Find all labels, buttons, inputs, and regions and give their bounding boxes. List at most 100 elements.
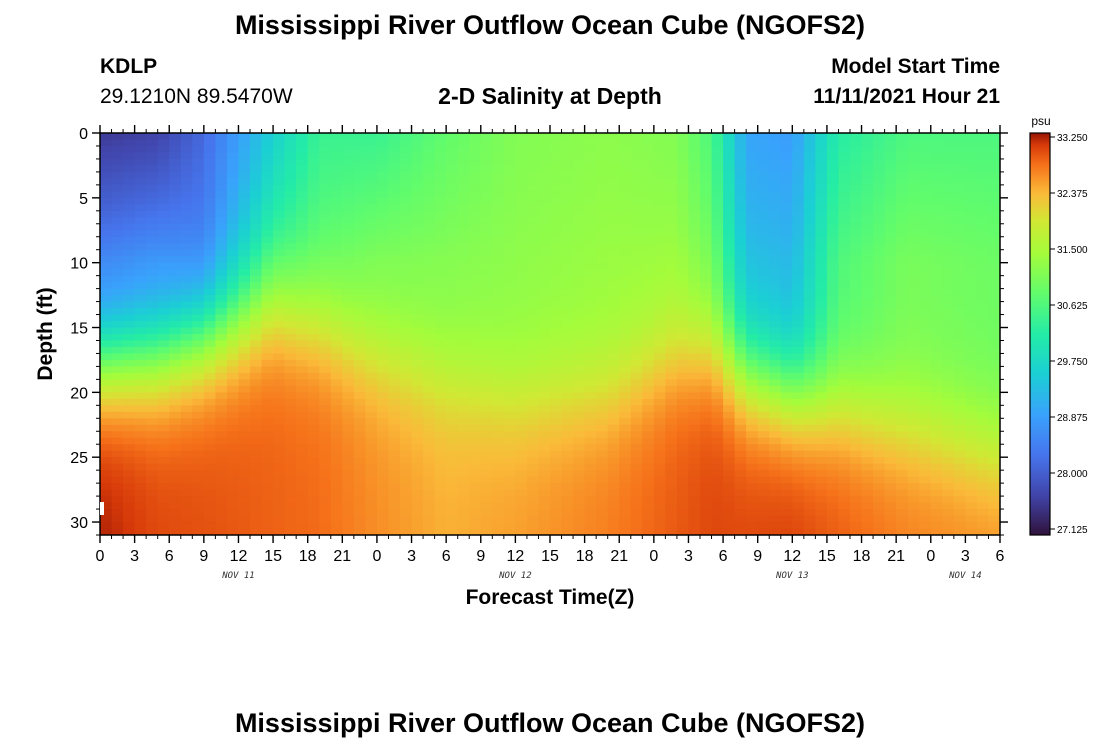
- heatmap-cell: [953, 210, 966, 218]
- heatmap-cell: [411, 418, 424, 426]
- heatmap-cell: [884, 314, 897, 322]
- heatmap-cell: [988, 509, 1000, 517]
- heatmap-cell: [400, 353, 413, 361]
- heatmap-cell: [584, 353, 597, 361]
- heatmap-cell: [550, 282, 563, 290]
- heatmap-cell: [307, 385, 320, 393]
- heatmap-cell: [596, 424, 609, 432]
- heatmap-cell: [919, 269, 932, 277]
- heatmap-cell: [492, 184, 505, 192]
- heatmap-cell: [180, 502, 193, 510]
- heatmap-cell: [930, 509, 943, 517]
- heatmap-cell: [803, 385, 816, 393]
- heatmap-cell: [907, 470, 920, 478]
- heatmap-cell: [400, 457, 413, 465]
- heatmap-cell: [226, 308, 240, 316]
- heatmap-cell: [780, 405, 793, 413]
- heatmap-cell: [688, 346, 701, 355]
- heatmap-cell: [492, 236, 505, 244]
- heatmap-cell: [492, 191, 505, 199]
- heatmap-cell: [157, 249, 170, 257]
- heatmap-cell: [203, 522, 216, 530]
- heatmap-cell: [284, 301, 297, 309]
- heatmap-cell: [111, 184, 124, 192]
- heatmap-cell: [319, 165, 332, 173]
- heatmap-cell: [146, 184, 159, 192]
- heatmap-cell: [746, 184, 759, 192]
- heatmap-cell: [711, 528, 724, 535]
- heatmap-cell: [688, 191, 701, 199]
- heatmap-cell: [573, 346, 586, 355]
- heatmap-cell: [780, 334, 793, 342]
- heatmap-cell: [376, 528, 390, 535]
- heatmap-cell: [434, 178, 447, 186]
- heatmap-cell: [607, 334, 620, 342]
- heatmap-cell: [884, 405, 897, 413]
- heatmap-cell: [192, 450, 205, 458]
- heatmap-cell: [723, 139, 736, 147]
- heatmap-cell: [169, 522, 182, 530]
- heatmap-cell: [157, 243, 170, 251]
- heatmap-cell: [203, 269, 216, 277]
- heatmap-cell: [873, 243, 886, 251]
- heatmap-cell: [538, 431, 551, 439]
- heatmap-cell: [365, 509, 378, 517]
- heatmap-cell: [861, 197, 874, 205]
- heatmap-cell: [434, 158, 447, 167]
- heatmap-cell: [965, 158, 978, 167]
- heatmap-cell: [630, 327, 643, 335]
- heatmap-cell: [850, 496, 863, 504]
- heatmap-cell: [884, 509, 897, 517]
- heatmap-cell: [619, 197, 632, 205]
- heatmap-cell: [226, 217, 240, 225]
- heatmap-cell: [123, 210, 136, 218]
- heatmap-cell: [734, 424, 747, 432]
- heatmap-cell: [503, 275, 516, 283]
- heatmap-cell: [942, 340, 955, 348]
- heatmap-cell: [238, 301, 251, 309]
- heatmap-cell: [930, 191, 943, 199]
- heatmap-cell: [503, 191, 516, 199]
- heatmap-cell: [365, 398, 378, 406]
- heatmap-cell: [480, 223, 493, 231]
- heatmap-cell: [838, 340, 851, 348]
- heatmap-cell: [307, 340, 320, 348]
- heatmap-cell: [261, 457, 274, 465]
- heatmap-cell: [642, 424, 655, 432]
- heatmap-cell: [757, 236, 770, 244]
- heatmap-cell: [307, 528, 320, 535]
- heatmap-cell: [573, 392, 586, 400]
- heatmap-cell: [550, 308, 563, 316]
- heatmap-cell: [423, 171, 436, 179]
- heatmap-cell: [792, 340, 805, 348]
- heatmap-cell: [296, 262, 309, 270]
- heatmap-cell: [734, 372, 747, 380]
- heatmap-cell: [769, 314, 782, 322]
- heatmap-cell: [423, 483, 436, 491]
- heatmap-cell: [330, 321, 343, 329]
- heatmap-cell: [434, 372, 447, 380]
- heatmap-cell: [423, 152, 436, 160]
- heatmap-cell: [411, 262, 424, 270]
- heatmap-cell: [907, 282, 920, 290]
- heatmap-cell: [838, 314, 851, 322]
- heatmap-cell: [111, 470, 124, 478]
- heatmap-cell: [492, 321, 505, 329]
- heatmap-cell: [273, 411, 286, 419]
- heatmap-cell: [157, 489, 170, 497]
- heatmap-cell: [907, 243, 920, 251]
- heatmap-cell: [538, 301, 551, 309]
- heatmap-cell: [469, 217, 482, 225]
- heatmap-cell: [100, 340, 113, 348]
- heatmap-cell: [607, 301, 620, 309]
- heatmap-cell: [838, 392, 851, 400]
- heatmap-cell: [596, 139, 609, 147]
- heatmap-cell: [250, 502, 263, 510]
- heatmap-cell: [630, 418, 643, 426]
- heatmap-cell: [550, 171, 563, 179]
- heatmap-cell: [273, 152, 286, 160]
- heatmap-cell: [550, 509, 563, 517]
- heatmap-cell: [873, 178, 886, 186]
- heatmap-cell: [896, 392, 909, 400]
- heatmap-cell: [111, 411, 124, 419]
